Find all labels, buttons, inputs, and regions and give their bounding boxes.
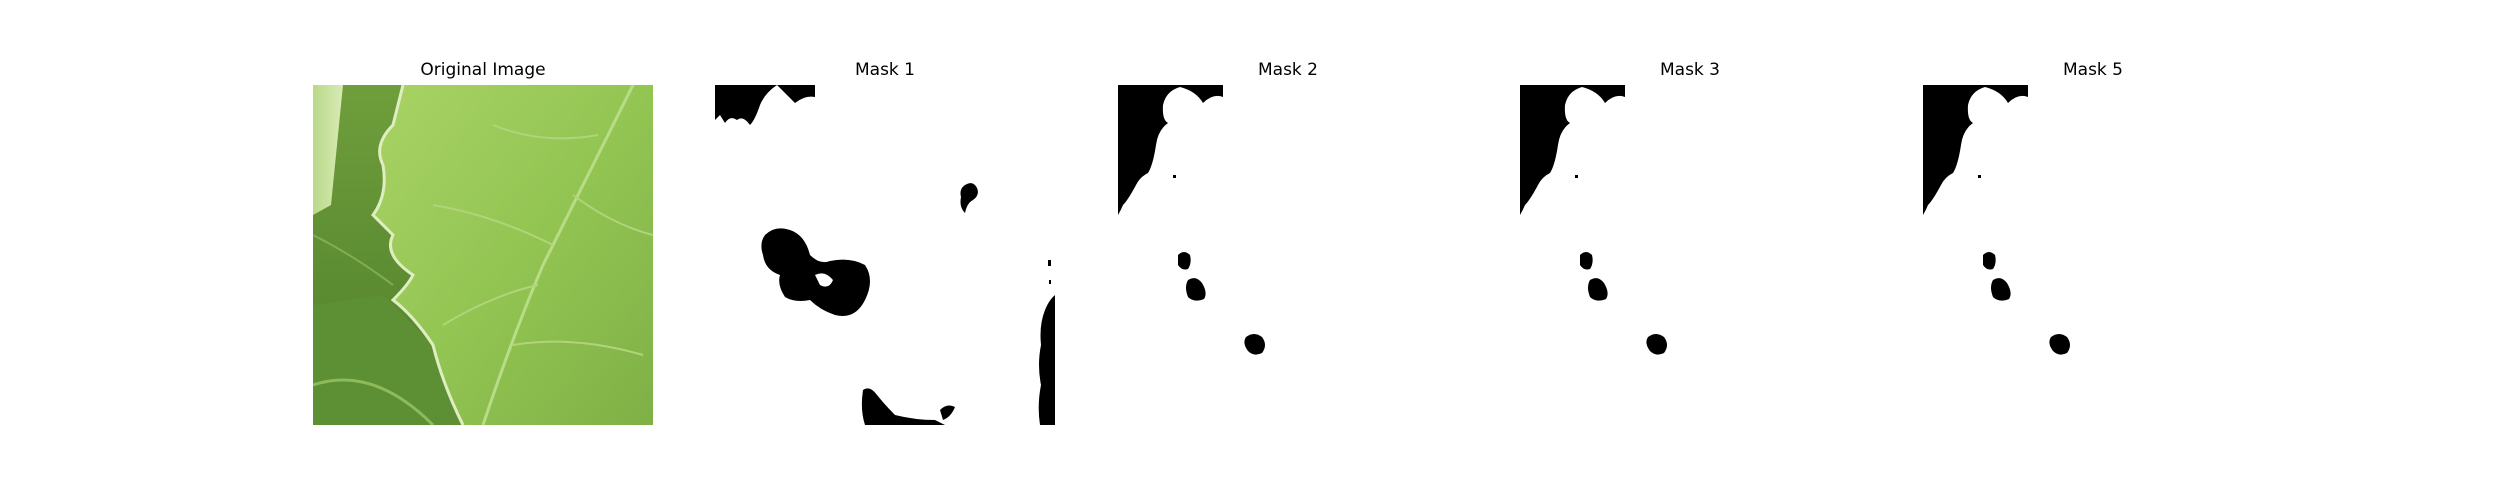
panel-title: Mask 5 <box>2062 60 2123 80</box>
mask-1-image <box>715 85 1055 425</box>
original-leaf-image <box>313 85 653 425</box>
mask-5-image <box>1923 85 2263 425</box>
mask-3-image <box>1520 85 1860 425</box>
panel-title: Original Image <box>420 60 546 80</box>
mask-2-image <box>1118 85 1458 425</box>
panel-title: Mask 2 <box>1257 60 1318 80</box>
panel-title: Mask 3 <box>1659 60 1720 80</box>
panel-title: Mask 1 <box>854 60 915 80</box>
